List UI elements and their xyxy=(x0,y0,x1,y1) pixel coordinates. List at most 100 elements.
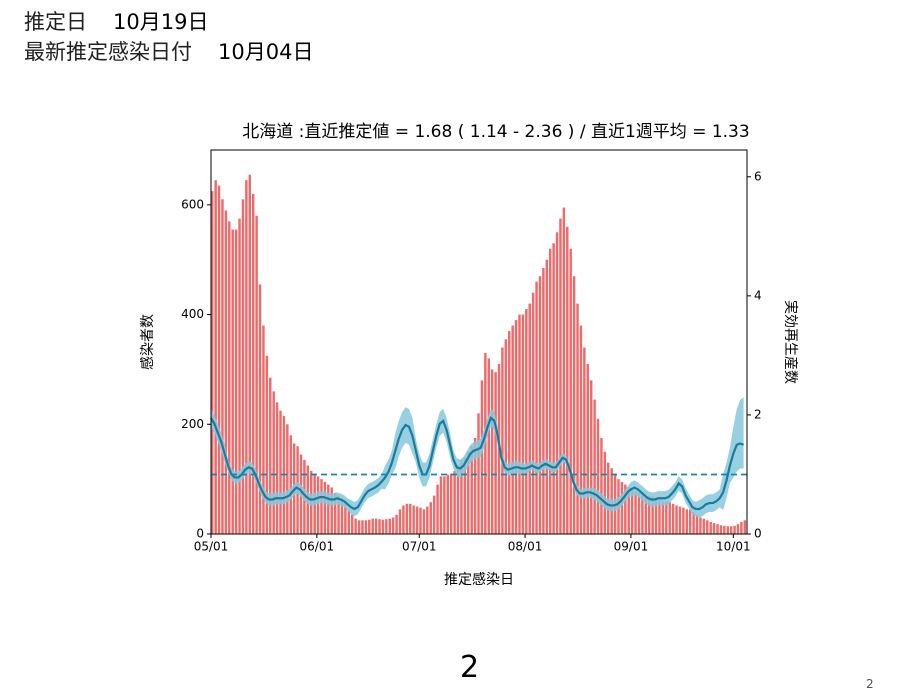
bar xyxy=(733,525,736,534)
bar xyxy=(323,481,327,534)
y-tick-label: 200 xyxy=(181,417,204,431)
bar xyxy=(395,514,398,534)
latest-line: 最新推定感染日付 10月04日 xyxy=(24,36,313,66)
bar xyxy=(688,509,692,534)
latest-label: 最新推定感染日付 xyxy=(24,40,192,64)
bar xyxy=(538,276,542,534)
plot-frame xyxy=(210,149,748,535)
bar xyxy=(699,517,702,534)
bar xyxy=(641,494,644,534)
bar xyxy=(675,505,678,534)
bar xyxy=(251,193,255,534)
slide-label: 2 xyxy=(460,650,480,685)
y-axis-label: 感染者数 xyxy=(139,314,156,370)
bar xyxy=(682,507,685,534)
bar xyxy=(224,210,228,535)
bar xyxy=(665,501,668,534)
bar xyxy=(391,517,395,534)
bar xyxy=(234,229,238,535)
confidence-band xyxy=(211,397,744,518)
bar xyxy=(388,518,391,534)
bar xyxy=(426,506,429,534)
bar xyxy=(385,519,388,534)
y2-axis-label: 実効再生産数 xyxy=(782,300,798,384)
bar xyxy=(521,314,525,534)
bar xyxy=(402,505,405,534)
bar xyxy=(333,492,337,534)
rt-line xyxy=(210,416,744,511)
x-tick-label: 10/01 xyxy=(716,540,751,554)
bar xyxy=(467,451,470,534)
bar xyxy=(272,391,275,534)
bar xyxy=(371,518,374,534)
bar xyxy=(449,473,453,534)
bar xyxy=(511,325,514,534)
bar xyxy=(258,284,262,534)
bar xyxy=(661,501,665,534)
bar xyxy=(422,509,426,534)
bar xyxy=(487,358,490,534)
bar xyxy=(409,503,412,534)
bar xyxy=(678,506,682,534)
bar xyxy=(436,484,439,534)
bar xyxy=(743,520,747,534)
y2-tick-label: 4 xyxy=(754,288,762,302)
bar xyxy=(228,221,231,535)
bar xyxy=(712,523,716,534)
bar xyxy=(624,484,627,534)
bar xyxy=(651,496,654,534)
bar xyxy=(484,352,487,534)
x-tick-label: 08/01 xyxy=(508,540,543,554)
bar xyxy=(589,380,593,534)
bar xyxy=(593,399,596,534)
bar xyxy=(357,520,361,534)
bar xyxy=(620,481,624,534)
bar xyxy=(555,232,559,535)
bar xyxy=(723,525,726,534)
bar xyxy=(719,525,723,534)
y2-tick-label: 2 xyxy=(754,407,762,421)
bar xyxy=(289,435,292,534)
y-tick-label: 400 xyxy=(181,307,204,321)
bar xyxy=(583,347,586,534)
bar xyxy=(368,519,371,534)
bar xyxy=(586,363,589,534)
y-tick-label: 600 xyxy=(181,197,204,211)
bar xyxy=(217,185,221,534)
bar xyxy=(525,309,528,534)
bar xyxy=(647,495,651,534)
bar xyxy=(241,199,245,534)
bar xyxy=(398,509,402,534)
bar xyxy=(658,499,661,534)
bar xyxy=(514,320,518,534)
y2-tick-label: 0 xyxy=(754,527,762,541)
bar xyxy=(552,243,555,534)
bar xyxy=(354,518,357,534)
bar xyxy=(630,490,634,534)
bar xyxy=(330,487,333,534)
bar xyxy=(269,377,272,534)
bar xyxy=(531,292,535,534)
bar xyxy=(262,325,265,534)
bar xyxy=(214,180,217,534)
bar xyxy=(501,347,504,534)
bar xyxy=(405,503,409,534)
bar xyxy=(480,380,484,534)
y-tick-label: 0 xyxy=(196,527,204,541)
bar xyxy=(470,446,473,534)
bar xyxy=(327,484,330,534)
bar xyxy=(600,438,603,534)
bar xyxy=(709,521,712,534)
bar xyxy=(429,502,432,534)
bar xyxy=(255,215,258,535)
bar xyxy=(490,369,494,534)
bar xyxy=(572,276,576,534)
latest-date: 10月04日 xyxy=(218,40,314,64)
bar xyxy=(548,248,552,534)
bar xyxy=(286,424,289,534)
bar xyxy=(344,503,347,534)
bar xyxy=(456,465,460,534)
bar xyxy=(378,519,381,534)
